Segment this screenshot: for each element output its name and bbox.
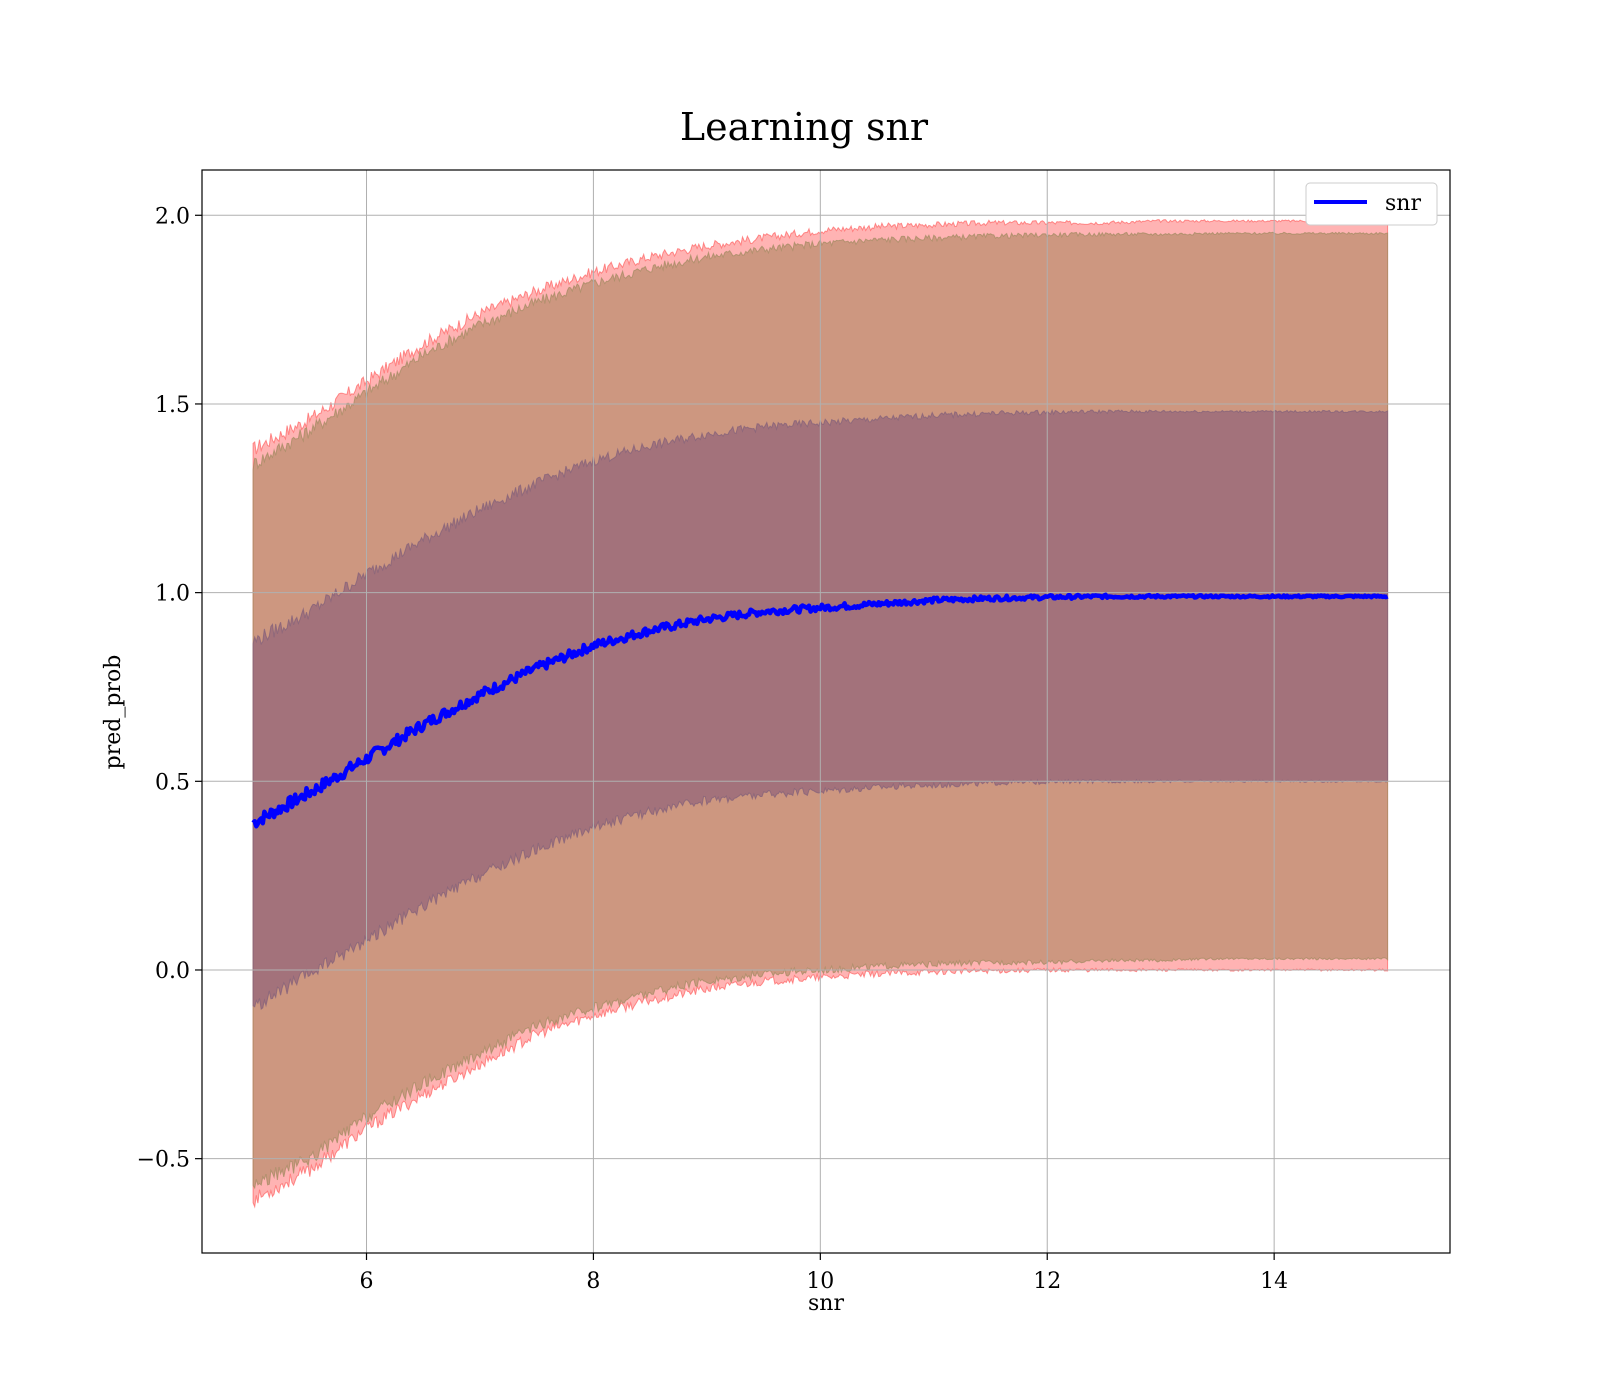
- series-line-snr: [251, 592, 1389, 829]
- y-tick-label-1: 0.0: [155, 959, 190, 984]
- x-axis-label: snr: [808, 1291, 844, 1316]
- y-tick-label-4: 1.5: [155, 393, 190, 418]
- grid-layer: [202, 170, 1450, 1253]
- y-tick-label-5: 2.0: [155, 204, 190, 229]
- x-tick-label-3: 12: [1033, 1269, 1061, 1294]
- plot-frame: [201, 169, 1451, 1254]
- x-tick-label-1: 8: [586, 1269, 600, 1294]
- x-tick-label-4: 14: [1260, 1269, 1288, 1294]
- legend-label-snr: snr: [1385, 191, 1421, 216]
- legend-box: [1305, 182, 1438, 226]
- x-tick-label-0: 6: [360, 1269, 374, 1294]
- y-tick-label-2: 0.5: [155, 770, 190, 795]
- legend: snr: [1305, 182, 1438, 226]
- y-axis-ticks: −0.5 0.0 0.5 1.0 1.5 2.0: [137, 204, 202, 1173]
- line-layer: [251, 592, 1389, 829]
- x-tick-label-2: 10: [806, 1269, 834, 1294]
- chart-title: Learning snr: [680, 105, 929, 149]
- y-tick-label-0: −0.5: [137, 1148, 190, 1173]
- x-axis-ticks: 6 8 10 12 14: [360, 1253, 1288, 1294]
- y-tick-label-3: 1.0: [155, 582, 190, 607]
- y-axis-label: pred_prob: [101, 655, 126, 770]
